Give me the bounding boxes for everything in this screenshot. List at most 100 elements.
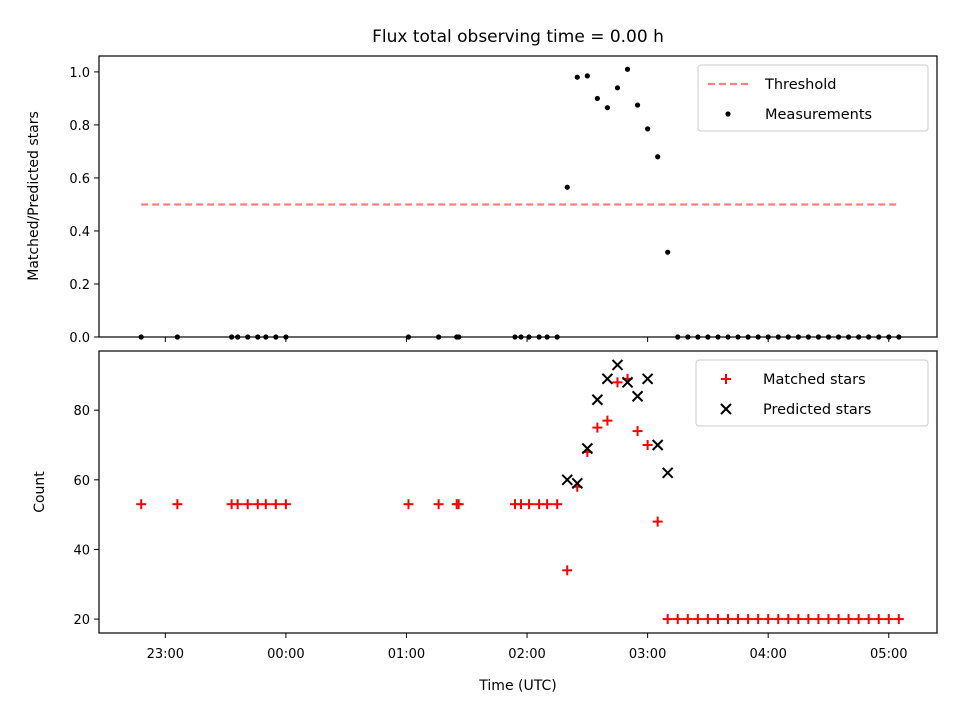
x-tick-label: 02:00 <box>508 647 545 662</box>
x-tick-label: 23:00 <box>147 647 184 662</box>
matched-star-point <box>712 614 723 625</box>
y-tick-label: 0.2 <box>69 278 90 293</box>
legend-entry: Measurements <box>725 107 872 123</box>
x-axis-label: Time (UTC) <box>478 678 556 694</box>
matched-star-point <box>853 614 864 625</box>
matched-star-point <box>136 499 147 510</box>
y-tick-label: 40 <box>73 543 90 558</box>
matched-star-point <box>813 614 824 625</box>
matched-star-point <box>602 415 613 426</box>
measurement-point <box>624 66 631 72</box>
matched-star-point <box>803 614 814 625</box>
matched-star-point <box>542 499 553 510</box>
matched-star-point <box>524 499 535 510</box>
matched-star-point <box>763 614 774 625</box>
measurement-point <box>614 85 621 91</box>
legend-label: Measurements <box>765 107 872 123</box>
matched-star-point <box>833 614 844 625</box>
x-stroke-b <box>621 376 634 389</box>
y-tick-label: 0.6 <box>69 172 90 187</box>
x-tick-label: 03:00 <box>629 647 666 662</box>
y-tick-label: 80 <box>73 404 90 419</box>
matched-star-point <box>863 614 874 625</box>
predicted-star-point <box>581 442 594 455</box>
measurement-point <box>584 73 590 79</box>
predicted-star-point <box>601 373 614 385</box>
x-stroke-b <box>571 477 583 490</box>
plot-frame <box>98 55 938 338</box>
y-tick-label: 0.0 <box>69 331 90 346</box>
matched-star-point <box>883 614 894 625</box>
x-stroke-b <box>662 467 674 479</box>
matched-star-point <box>743 614 754 625</box>
measurement-point <box>604 105 611 111</box>
x-tick-label: 04:00 <box>749 647 786 662</box>
top-y-axis-label: Matched/Predicted stars <box>26 111 42 281</box>
matched-star-point <box>733 614 744 625</box>
series-bottom-0 <box>136 373 904 625</box>
matched-star-point <box>652 516 663 527</box>
series-bottom-1 <box>561 359 674 490</box>
matched-star-point <box>783 614 794 625</box>
legend-swatch <box>725 111 731 117</box>
legend-top: Threshold Measurements <box>697 64 929 132</box>
x-stroke-b <box>651 439 664 451</box>
chart-title: Flux total observing time = 0.00 h <box>372 27 664 47</box>
matched-star-point <box>612 377 623 388</box>
matched-star-point <box>592 422 603 433</box>
x-stroke-b <box>591 394 604 406</box>
legend-label: Matched stars <box>763 372 866 388</box>
matched-star-point <box>773 614 784 625</box>
predicted-star-point <box>662 467 674 479</box>
matched-star-point <box>793 614 804 625</box>
measurement-point <box>665 249 671 255</box>
plot-frame <box>98 350 938 634</box>
legend-box <box>695 359 929 427</box>
legend-bottom: Matched stars Predicted stars <box>695 359 929 427</box>
legend-entry: Threshold <box>708 77 836 93</box>
matched-star-point <box>682 614 693 625</box>
matched-star-point <box>662 614 673 625</box>
legend-label: Threshold <box>764 77 836 93</box>
measurement-point <box>655 154 661 160</box>
measurement-point <box>594 95 600 102</box>
y-tick-label: 20 <box>73 613 90 628</box>
predicted-star-point <box>591 394 604 406</box>
matched-star-point <box>823 614 834 625</box>
predicted-star-point <box>611 359 624 371</box>
x-tick-label: 05:00 <box>870 647 907 662</box>
x-stroke-b <box>581 442 594 455</box>
bottom-y-axis-label: Count <box>32 471 48 513</box>
predicted-star-point <box>621 376 634 389</box>
matched-star-point <box>232 499 243 510</box>
y-tick-label: 1.0 <box>69 66 90 81</box>
measurement-point <box>634 102 641 108</box>
measurement-point <box>564 184 570 190</box>
y-tick-label: 60 <box>73 474 90 489</box>
legend-label: Predicted stars <box>763 402 871 418</box>
measurement-point <box>645 126 651 132</box>
x-stroke-b <box>611 359 624 371</box>
x-tick-label: 01:00 <box>388 647 425 662</box>
matched-star-point <box>433 499 444 510</box>
matched-star-point <box>642 440 653 450</box>
legend-box <box>697 64 929 132</box>
matched-star-point <box>242 499 253 510</box>
matched-star-point <box>260 499 271 510</box>
matched-star-point <box>552 499 563 510</box>
matched-star-point <box>280 499 291 510</box>
predicted-star-point <box>571 477 583 490</box>
matched-star-point <box>672 614 683 625</box>
matched-star-point <box>702 614 713 625</box>
x-stroke-b <box>601 373 614 385</box>
legend-entry: Predicted stars <box>720 402 871 418</box>
top-panel: 0.0 0.2 0.4 0.6 0.8 1.0 Threshold Measurements <box>69 55 938 346</box>
measurement-point <box>574 74 580 80</box>
matched-star-point <box>403 499 414 510</box>
matched-star-point <box>453 499 464 510</box>
x-stroke-b <box>641 373 654 385</box>
predicted-star-point <box>561 474 573 486</box>
matched-star-point <box>692 614 703 625</box>
matched-star-point <box>172 499 183 510</box>
